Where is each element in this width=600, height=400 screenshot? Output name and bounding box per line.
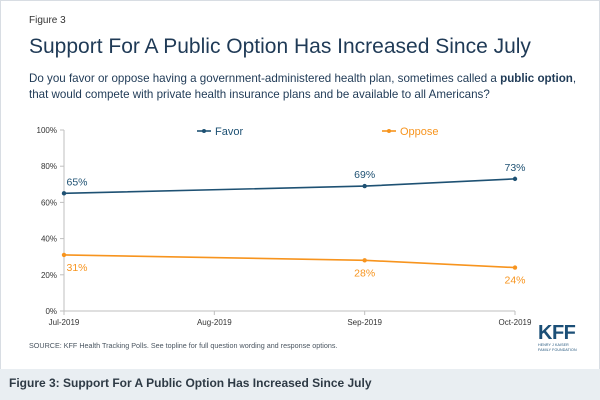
data-point-favor [512,176,518,182]
y-tick-label: 20% [41,271,57,280]
y-tick-label: 60% [41,198,57,207]
caption-bar: Figure 3: Support For A Public Option Ha… [0,369,600,400]
kff-logo: KFF HENRY J KAISER FAMILY FOUNDATION [538,323,588,363]
x-tick-label: Jul-2019 [49,318,80,327]
question-text-bold: public option [500,72,573,85]
question-text-start: Do you favor or oppose having a governme… [29,72,501,85]
kff-logo-subtext-2: FAMILY FOUNDATION [538,347,577,352]
x-tick-label: Sep-2019 [347,318,382,327]
series-line-oppose [63,254,516,269]
legend-label-oppose: Oppose [400,126,439,138]
data-label-favor: 65% [66,176,87,188]
figure-caption: Figure 3: Support For A Public Option Ha… [9,376,372,390]
data-point-favor [61,191,67,196]
legend-swatch-dot [202,129,206,133]
chart-series: 65% 69% 73% 31% 28% 24% [61,162,526,287]
data-label-favor: 69% [354,169,375,181]
kff-logo-text: KFF [538,322,576,344]
data-point-oppose [61,252,67,258]
chart-legend: Favor Oppose [197,126,439,138]
data-label-oppose: 24% [504,275,525,287]
x-tick-label: Aug-2019 [197,318,232,327]
y-tick-label: 0% [45,307,57,316]
y-tick-label: 40% [41,235,57,244]
kff-logo-subtext-1: HENRY J KAISER [538,343,569,347]
data-label-oppose: 28% [354,267,375,279]
data-point-oppose [362,258,367,263]
question-text-end: , that would compete with private health… [29,72,577,101]
data-label-favor: 73% [504,162,525,174]
data-label-oppose: 31% [66,262,87,274]
source-note: SOURCE: KFF Health Tracking Polls. See t… [29,341,338,350]
line-chart: 0% 20% 40% 60% 80% 100% Jul-2019 Aug-2019 Sep-20… [37,126,532,327]
figure-panel: Figure 3 Support For A Public Option Has… [0,0,600,370]
data-point-favor [362,183,367,189]
data-point-oppose [512,265,518,270]
legend-swatch-dot [387,129,391,133]
y-tick-label: 100% [37,126,57,135]
x-tick-label: Oct-2019 [499,318,532,327]
series-line-favor [63,178,516,195]
figure-label: Figure 3 [29,15,66,26]
chart-title: Support For A Public Option Has Increase… [29,35,531,58]
survey-question: Do you favor or oppose having a governme… [29,71,584,103]
legend-label-favor: Favor [215,126,243,138]
y-tick-label: 80% [41,162,57,171]
chart-axes: 0% 20% 40% 60% 80% 100% Jul-2019 Aug-2019 Sep-20… [37,126,532,327]
